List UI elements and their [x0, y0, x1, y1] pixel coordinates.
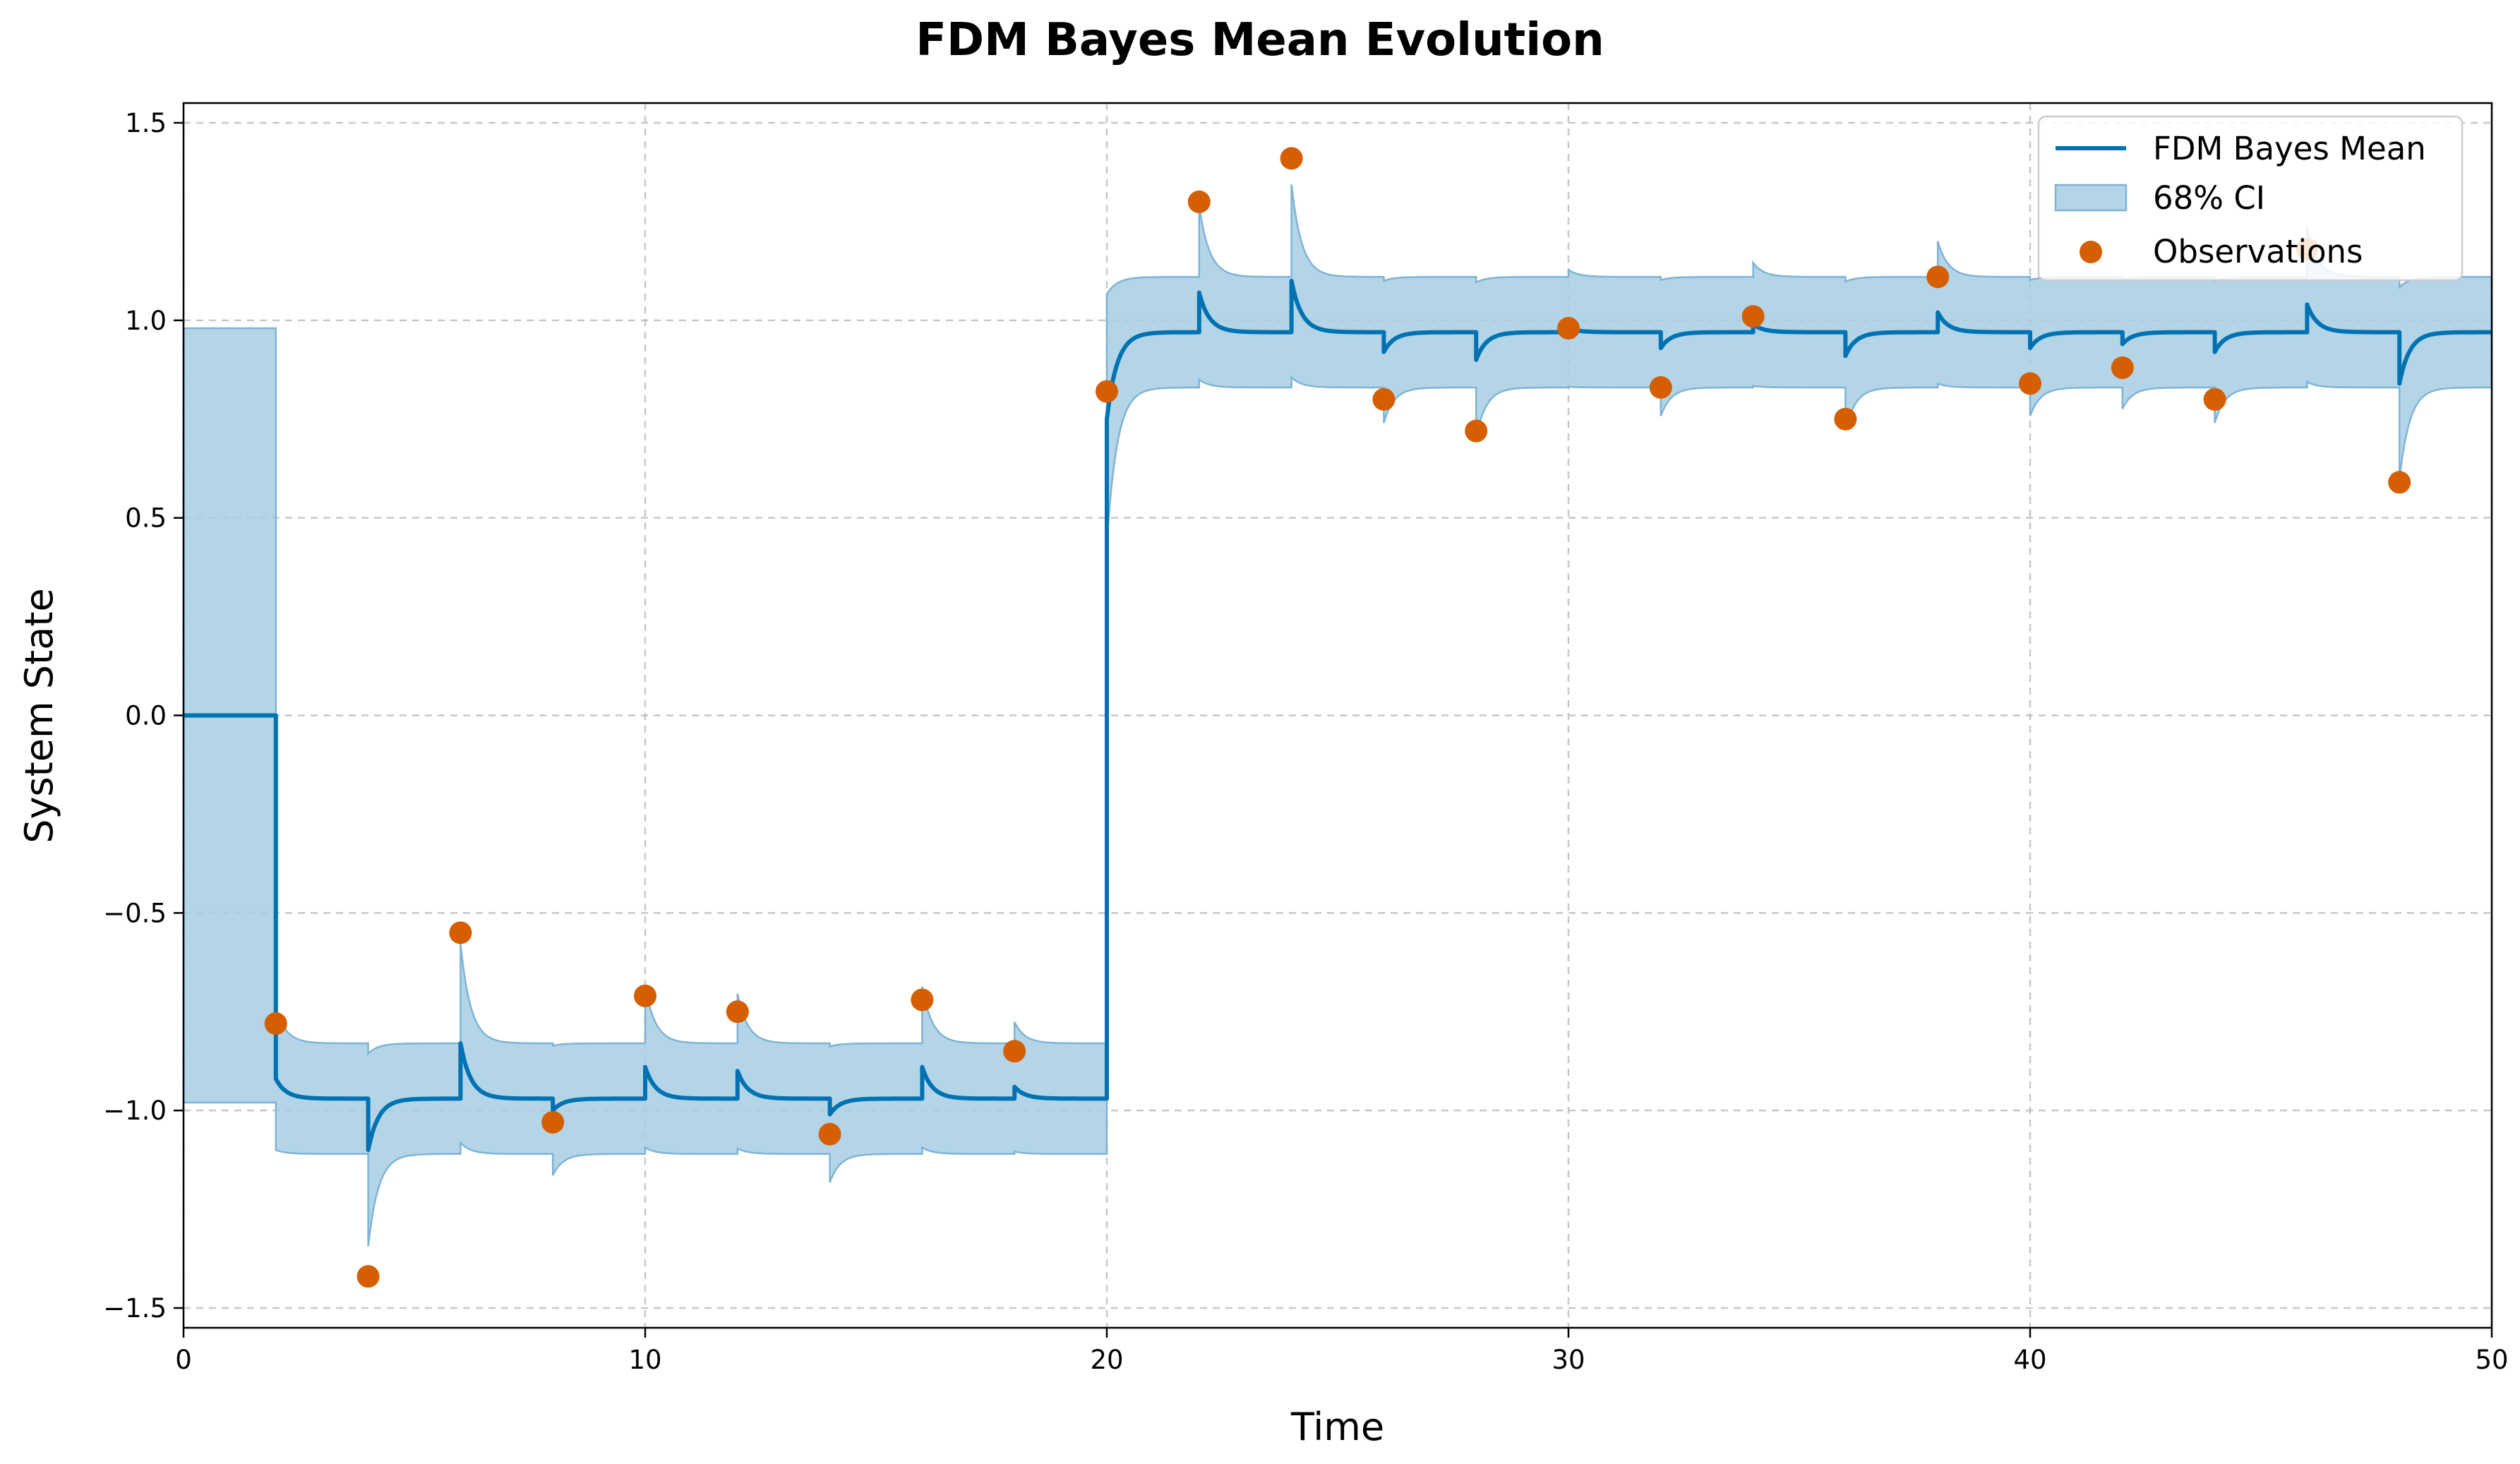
observation-point: [356, 1265, 380, 1288]
y-axis-label: System State: [17, 588, 61, 843]
legend: FDM Bayes Mean 68% CI Observations: [2037, 115, 2464, 282]
observation-point: [449, 921, 472, 944]
mean-line-layer: [184, 278, 2492, 1153]
x-tick-label: 50: [2475, 1345, 2508, 1375]
observation-point: [1557, 317, 1580, 340]
observation-point: [634, 984, 656, 1007]
y-tick-label: −1.0: [103, 1096, 167, 1126]
legend-mean-label: FDM Bayes Mean: [2153, 130, 2426, 167]
observation-point: [1649, 376, 1672, 399]
y-tick-label: −0.5: [103, 898, 167, 928]
observation-point: [1834, 407, 1857, 431]
observation-point: [541, 1110, 565, 1134]
observation-point: [1926, 265, 1950, 289]
y-tick-label: 1.5: [125, 108, 167, 138]
observation-point: [2019, 372, 2041, 395]
observation-point: [1187, 190, 1211, 213]
x-tick-label: 20: [1090, 1345, 1123, 1375]
x-axis-label: Time: [1290, 1405, 1384, 1449]
observation-point: [726, 1000, 749, 1024]
observation-point: [2388, 471, 2411, 494]
observation-point: [818, 1122, 841, 1146]
mean-line: [184, 278, 2492, 1153]
y-tick-label: 1.0: [125, 306, 167, 336]
observation-point: [911, 988, 934, 1012]
legend-ci-label: 68% CI: [2153, 179, 2265, 217]
observation-point: [2111, 356, 2134, 379]
observation-point: [1372, 388, 1396, 411]
x-tick-label: 10: [628, 1345, 661, 1375]
observation-point: [1280, 147, 1303, 170]
observation-point: [1465, 419, 1488, 443]
legend-ci-swatch: [2054, 184, 2128, 212]
y-tick-label: −1.5: [103, 1293, 167, 1324]
legend-box: [2037, 115, 2464, 282]
x-axis-ticks: 0 10 20 30 40 50: [175, 1328, 2509, 1375]
observation-point: [2203, 388, 2226, 411]
chart-title: FDM Bayes Mean Evolution: [916, 14, 1604, 66]
observation-point: [1003, 1040, 1026, 1063]
y-tick-label: 0.5: [125, 503, 167, 534]
x-tick-label: 30: [1552, 1345, 1585, 1375]
x-tick-label: 40: [2013, 1345, 2046, 1375]
legend-observation-label: Observations: [2153, 233, 2363, 270]
x-tick-label: 0: [175, 1345, 192, 1375]
observation-point: [1741, 305, 1765, 328]
observation-point: [1096, 380, 1118, 403]
y-axis-ticks: −1.5 −1.0 −0.5 0.0 0.5 1.0 1.5: [103, 108, 184, 1324]
observation-point: [264, 1012, 287, 1036]
y-tick-label: 0.0: [125, 701, 167, 731]
legend-observation-swatch: [2080, 241, 2102, 263]
